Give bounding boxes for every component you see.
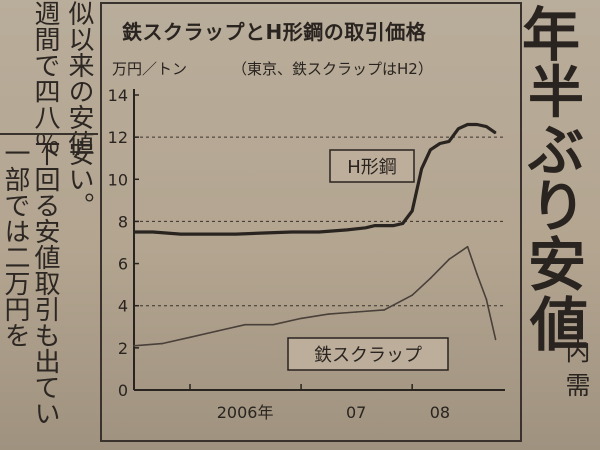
chart-axes [133, 89, 505, 391]
data-point [494, 132, 497, 134]
article-column-3: 安い。 [64, 140, 94, 218]
reference-lines [134, 136, 505, 307]
headline-char: 安 [528, 231, 587, 299]
data-point [485, 125, 488, 128]
data-point [485, 298, 488, 301]
data-point [290, 231, 293, 233]
x-tick-label: 07 [346, 403, 366, 422]
article-column-5: 一部では二万円を [0, 140, 30, 348]
data-point [411, 294, 413, 296]
data-point [364, 226, 367, 229]
y-tick-label: 14 [108, 86, 128, 105]
data-point [466, 123, 469, 126]
data-point [466, 245, 469, 248]
data-point [216, 330, 219, 332]
data-point [244, 323, 246, 326]
data-point [152, 231, 154, 233]
headline-char: ぶ [528, 118, 584, 184]
data-point [411, 210, 413, 212]
series-lines [133, 122, 497, 347]
data-point [457, 127, 460, 130]
subhead-char: 内 [562, 338, 591, 363]
data-point [374, 224, 376, 227]
y-tick-label: 8 [118, 212, 128, 231]
data-point [161, 342, 163, 345]
chart-frame [100, 2, 522, 442]
data-point [429, 148, 432, 151]
data-point [494, 338, 497, 341]
data-point [207, 233, 209, 235]
data-point [383, 309, 385, 311]
chart-unit-label: 万円／トン [112, 60, 188, 78]
article-column-2: 週間で四八％ [30, 0, 60, 156]
series-label: H形鋼 [347, 157, 397, 178]
x-tick-label: 08 [430, 403, 450, 422]
series-line-2 [133, 245, 497, 347]
series-label: 鉄スクラップ [314, 345, 422, 366]
data-point [392, 224, 395, 227]
data-point [318, 231, 320, 233]
y-axis-ticks: 0 2 4 6 8 10 12 14 [108, 86, 139, 400]
data-point [439, 142, 441, 145]
data-point [263, 232, 265, 234]
data-point [133, 231, 135, 233]
headline-char: 半 [528, 60, 584, 126]
y-tick-label: 2 [118, 339, 128, 358]
data-point [327, 313, 330, 315]
column-divider [0, 133, 98, 135]
data-point [179, 233, 182, 235]
data-point [401, 222, 404, 225]
article-column-4: 下回る安値取引も出てい [30, 140, 60, 426]
data-point [448, 140, 450, 143]
x-tick-label: 2006年 [217, 403, 274, 422]
series-line-1 [134, 122, 497, 236]
series-label-box [287, 337, 449, 371]
y-tick-label: 12 [108, 128, 128, 147]
headline-char: 年 [522, 1, 581, 69]
y-tick-label: 0 [118, 381, 128, 400]
headline-char: り [530, 174, 586, 240]
data-point [133, 344, 135, 347]
data-point [476, 123, 478, 126]
data-point [300, 317, 302, 320]
data-point [189, 336, 191, 339]
headline-char: 値 [530, 291, 589, 359]
data-point [235, 233, 237, 235]
y-tick-label: 10 [108, 170, 128, 189]
chart-title: 鉄スクラップとH形鋼の取引価格 [122, 20, 427, 44]
x-axis-ticks: 2006年 07 08 [189, 384, 450, 422]
subhead-char: 需 [562, 372, 591, 397]
data-point [355, 311, 357, 313]
y-tick-label: 6 [118, 255, 128, 274]
y-tick-label: 4 [118, 297, 128, 316]
data-point [448, 258, 450, 261]
data-point [420, 167, 423, 170]
data-point [476, 273, 478, 275]
data-point [346, 229, 348, 231]
chart-note: （東京、鉄スクラップはH2） [232, 60, 433, 78]
series-label-box [329, 149, 415, 183]
data-point [429, 277, 432, 280]
data-point [272, 323, 274, 326]
data-point [383, 224, 385, 227]
article-column-1: 似以来の安値 [64, 0, 94, 156]
